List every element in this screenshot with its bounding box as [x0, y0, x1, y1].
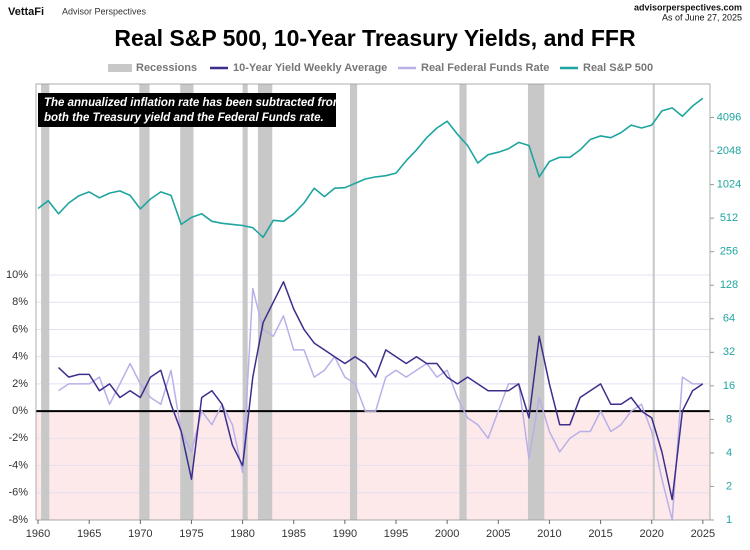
series-line — [57, 281, 704, 501]
recession-bar — [41, 84, 50, 520]
legend-label: Recessions — [136, 62, 197, 74]
brand: Advisor Perspectives — [62, 6, 147, 16]
x-tick-label: 2000 — [435, 528, 459, 540]
x-tick-label: 2010 — [537, 528, 561, 540]
y2-tick-label: 256 — [720, 246, 738, 258]
annotation-box — [38, 93, 336, 127]
recession-bar — [459, 84, 467, 520]
y2-tick-label: 4 — [726, 447, 732, 459]
y2-tick-label: 32 — [723, 346, 735, 358]
y-tick-label: 4% — [12, 351, 28, 363]
x-tick-label: 1960 — [26, 528, 50, 540]
y-tick-label: -2% — [8, 432, 28, 444]
y2-tick-label: 4096 — [717, 111, 741, 123]
y2-tick-label: 128 — [720, 279, 738, 291]
y-tick-label: 2% — [12, 378, 28, 390]
y-tick-label: 8% — [12, 296, 28, 308]
y-tick-label: -8% — [8, 514, 28, 526]
recession-bar — [349, 84, 358, 520]
recession-bar — [242, 84, 248, 520]
date: As of June 27, 2025 — [662, 12, 742, 22]
legend-label: 10-Year Yield Weekly Average — [233, 62, 387, 74]
y-tick-label: -4% — [8, 459, 28, 471]
site: advisorperspectives.com — [634, 2, 742, 12]
recession-bar — [257, 84, 273, 520]
annotation-text: both the Treasury yield and the Federal … — [44, 112, 324, 124]
x-tick-label: 1985 — [281, 528, 305, 540]
y2-tick-label: 2048 — [717, 145, 741, 157]
y2-tick-label: 16 — [723, 380, 735, 392]
y2-tick-label: 64 — [723, 313, 735, 325]
plot-frame — [35, 83, 711, 521]
x-tick-label: 1965 — [77, 528, 101, 540]
recession-bar — [652, 84, 655, 520]
plot: -8% -6% -4% -2% 0% 2% 4% 6% 8% 10% 1960 1965 1970 197… — [6, 62, 741, 540]
x-tick-label: 1995 — [384, 528, 408, 540]
annotation-text: The annualized inflation rate has been s… — [44, 97, 343, 109]
x-tick-label: 1975 — [179, 528, 203, 540]
series-line — [37, 97, 704, 239]
logo: VettaFi — [8, 6, 44, 18]
x-tick-label: 1990 — [333, 528, 357, 540]
y-tick-label: 6% — [12, 323, 28, 335]
y2-tick-label: 1024 — [717, 179, 741, 191]
legend-label: Real S&P 500 — [583, 62, 653, 74]
x-tick-label: 2020 — [639, 528, 663, 540]
y2-tick-label: 8 — [726, 413, 732, 425]
x-tick-label: 2015 — [588, 528, 612, 540]
y-tick-label: 0% — [12, 405, 28, 417]
x-tick-label: 2025 — [691, 528, 715, 540]
y2-tick-label: 1 — [726, 514, 732, 526]
y-tick-label: -6% — [8, 487, 28, 499]
x-tick-label: 1980 — [230, 528, 254, 540]
x-tick-label: 1970 — [128, 528, 152, 540]
y2-tick-label: 2 — [726, 480, 732, 492]
y-tick-label: 10% — [6, 269, 28, 281]
recession-bar — [139, 84, 150, 520]
x-tick-label: 2005 — [486, 528, 510, 540]
y2-tick-label: 512 — [720, 212, 738, 224]
legend-swatch — [108, 64, 132, 72]
legend-label: Real Federal Funds Rate — [421, 62, 549, 74]
chart-title: Real S&P 500, 10-Year Treasury Yields, a… — [114, 25, 636, 51]
